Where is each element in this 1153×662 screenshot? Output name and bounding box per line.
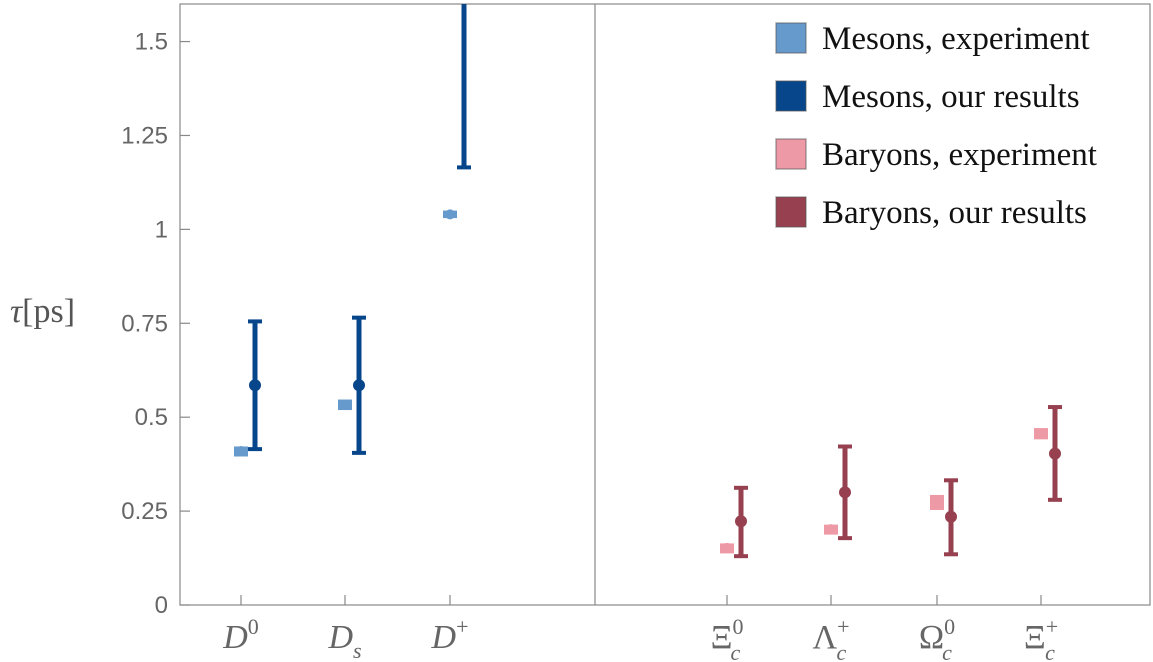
y-tick-label: 1.25 bbox=[121, 122, 168, 149]
legend-label: Baryons, our results bbox=[822, 195, 1087, 231]
y-tick-label: 0.5 bbox=[135, 404, 168, 431]
plot-frame bbox=[179, 3, 1151, 606]
y-tick-label: 0.25 bbox=[121, 498, 168, 525]
experiment-point bbox=[826, 524, 836, 535]
legend-label: Mesons, our results bbox=[822, 79, 1080, 115]
x-category-label: Ω0 c bbox=[919, 614, 955, 662]
legend-swatch bbox=[775, 138, 807, 170]
y-tick-label: 1.5 bbox=[135, 29, 168, 56]
x-category-label: D0 bbox=[222, 614, 259, 656]
data-marks bbox=[234, 4, 1062, 559]
result-point bbox=[353, 379, 365, 392]
y-axis-label-symbol: τ bbox=[10, 293, 24, 330]
y-tick-label: 0 bbox=[155, 592, 168, 619]
result-point bbox=[1049, 447, 1061, 460]
legend-swatch bbox=[775, 22, 807, 54]
x-category-label: Ξ+ c bbox=[1024, 614, 1058, 662]
result-point bbox=[735, 515, 747, 528]
result-point bbox=[839, 486, 851, 499]
experiment-point bbox=[445, 209, 455, 220]
experiment-point bbox=[932, 497, 942, 508]
x-category-label: Ds bbox=[327, 619, 361, 662]
experiment-point bbox=[722, 542, 732, 553]
result-point bbox=[249, 379, 261, 392]
x-category-label: Ξ0 c bbox=[711, 614, 744, 662]
experiment-point bbox=[1036, 428, 1046, 439]
y-axis-label-unit: [ps] bbox=[22, 293, 75, 330]
y-tick-label: 1 bbox=[155, 216, 168, 243]
experiment-point bbox=[340, 399, 350, 410]
legend-swatch bbox=[775, 196, 807, 228]
result-point bbox=[945, 510, 957, 523]
experiment-point bbox=[236, 445, 246, 456]
y-tick-label: 0.75 bbox=[121, 310, 168, 337]
legend-label: Baryons, experiment bbox=[822, 137, 1097, 173]
x-axis: D0 Ds D+ Ξ0 c Λ+ c Ω0 c Ξ+ c bbox=[222, 595, 1058, 662]
legend-label: Mesons, experiment bbox=[822, 21, 1090, 57]
y-axis: 0 0.25 0.5 0.75 1 1.25 1.5 bbox=[121, 29, 190, 619]
legend-swatch bbox=[775, 80, 807, 112]
y-axis-label: τ[ps] bbox=[10, 293, 75, 330]
x-category-label: D+ bbox=[431, 614, 469, 656]
plot-border bbox=[179, 3, 1151, 606]
legend: Mesons, experiment Mesons, our results Bar… bbox=[775, 21, 1097, 231]
x-category-label: Λ+ c bbox=[812, 614, 849, 662]
